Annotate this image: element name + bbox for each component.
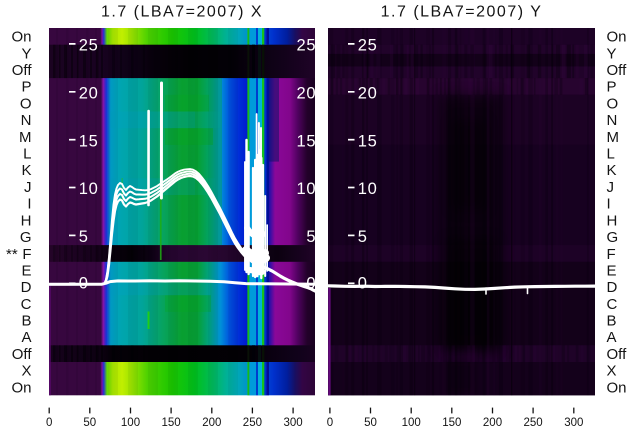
svg-text:O: O bbox=[20, 95, 32, 112]
svg-text:250: 250 bbox=[524, 417, 543, 429]
svg-text:C: C bbox=[21, 296, 32, 313]
svg-text:150: 150 bbox=[442, 417, 461, 429]
svg-text:Off: Off bbox=[12, 346, 33, 363]
svg-text:M: M bbox=[19, 129, 32, 146]
svg-text:200: 200 bbox=[202, 417, 221, 429]
svg-text:Off: Off bbox=[607, 62, 628, 79]
svg-text:0: 0 bbox=[306, 274, 316, 292]
svg-text:O: O bbox=[607, 95, 619, 112]
svg-text:G: G bbox=[20, 229, 32, 246]
svg-text:A: A bbox=[21, 329, 31, 346]
svg-text:I: I bbox=[27, 196, 31, 213]
svg-text:B: B bbox=[21, 313, 31, 330]
svg-text:10: 10 bbox=[296, 180, 316, 198]
svg-text:C: C bbox=[607, 296, 618, 313]
svg-text:A: A bbox=[607, 329, 617, 346]
svg-text:D: D bbox=[21, 279, 32, 296]
svg-text:Y: Y bbox=[21, 45, 31, 62]
svg-text:N: N bbox=[607, 112, 618, 129]
svg-text:J: J bbox=[607, 179, 615, 196]
svg-text:150: 150 bbox=[162, 417, 181, 429]
svg-text:50: 50 bbox=[83, 417, 96, 429]
svg-text:1.7 (LBA7=2007) Y: 1.7 (LBA7=2007) Y bbox=[381, 4, 543, 21]
svg-text:25: 25 bbox=[358, 37, 378, 55]
svg-text:J: J bbox=[24, 179, 32, 196]
svg-text:0: 0 bbox=[46, 417, 52, 429]
svg-text:0: 0 bbox=[79, 274, 89, 292]
svg-text:On: On bbox=[11, 29, 31, 46]
svg-text:25: 25 bbox=[296, 37, 316, 55]
svg-text:**: ** bbox=[6, 246, 18, 263]
svg-text:On: On bbox=[607, 29, 627, 46]
svg-text:L: L bbox=[23, 146, 31, 163]
svg-text:5: 5 bbox=[79, 228, 89, 246]
svg-text:K: K bbox=[21, 162, 31, 179]
svg-text:K: K bbox=[607, 162, 617, 179]
svg-text:15: 15 bbox=[296, 132, 316, 150]
svg-text:10: 10 bbox=[358, 180, 378, 198]
svg-text:25: 25 bbox=[79, 37, 99, 55]
svg-text:H: H bbox=[21, 212, 32, 229]
svg-text:N: N bbox=[21, 112, 32, 129]
svg-text:I: I bbox=[607, 196, 611, 213]
svg-text:E: E bbox=[607, 262, 617, 279]
svg-text:B: B bbox=[607, 313, 617, 330]
svg-text:G: G bbox=[607, 229, 619, 246]
svg-text:5: 5 bbox=[358, 228, 368, 246]
svg-text:20: 20 bbox=[358, 84, 378, 102]
svg-text:F: F bbox=[22, 246, 31, 263]
svg-text:0: 0 bbox=[358, 274, 368, 292]
svg-text:300: 300 bbox=[564, 417, 583, 429]
svg-text:M: M bbox=[607, 129, 620, 146]
svg-text:15: 15 bbox=[79, 132, 99, 150]
svg-text:On: On bbox=[11, 379, 31, 396]
svg-text:X: X bbox=[21, 363, 31, 380]
svg-text:H: H bbox=[607, 212, 618, 229]
svg-text:20: 20 bbox=[79, 84, 99, 102]
svg-text:250: 250 bbox=[243, 417, 262, 429]
svg-text:200: 200 bbox=[483, 417, 502, 429]
svg-text:On: On bbox=[607, 379, 627, 396]
svg-text:X: X bbox=[607, 363, 617, 380]
svg-text:100: 100 bbox=[121, 417, 140, 429]
svg-text:50: 50 bbox=[364, 417, 377, 429]
svg-text:20: 20 bbox=[296, 84, 316, 102]
svg-text:F: F bbox=[607, 246, 616, 263]
svg-text:Off: Off bbox=[12, 62, 33, 79]
svg-text:D: D bbox=[607, 279, 618, 296]
svg-text:15: 15 bbox=[358, 132, 378, 150]
svg-text:Y: Y bbox=[607, 45, 617, 62]
svg-text:L: L bbox=[607, 146, 615, 163]
svg-text:P: P bbox=[21, 79, 31, 96]
svg-text:E: E bbox=[21, 262, 31, 279]
svg-text:10: 10 bbox=[79, 180, 99, 198]
svg-text:300: 300 bbox=[284, 417, 303, 429]
svg-text:Off: Off bbox=[607, 346, 628, 363]
svg-text:P: P bbox=[607, 79, 617, 96]
svg-text:5: 5 bbox=[306, 228, 316, 246]
svg-text:100: 100 bbox=[402, 417, 421, 429]
svg-text:1.7 (LBA7=2007) X: 1.7 (LBA7=2007) X bbox=[101, 4, 263, 21]
svg-text:0: 0 bbox=[327, 417, 333, 429]
